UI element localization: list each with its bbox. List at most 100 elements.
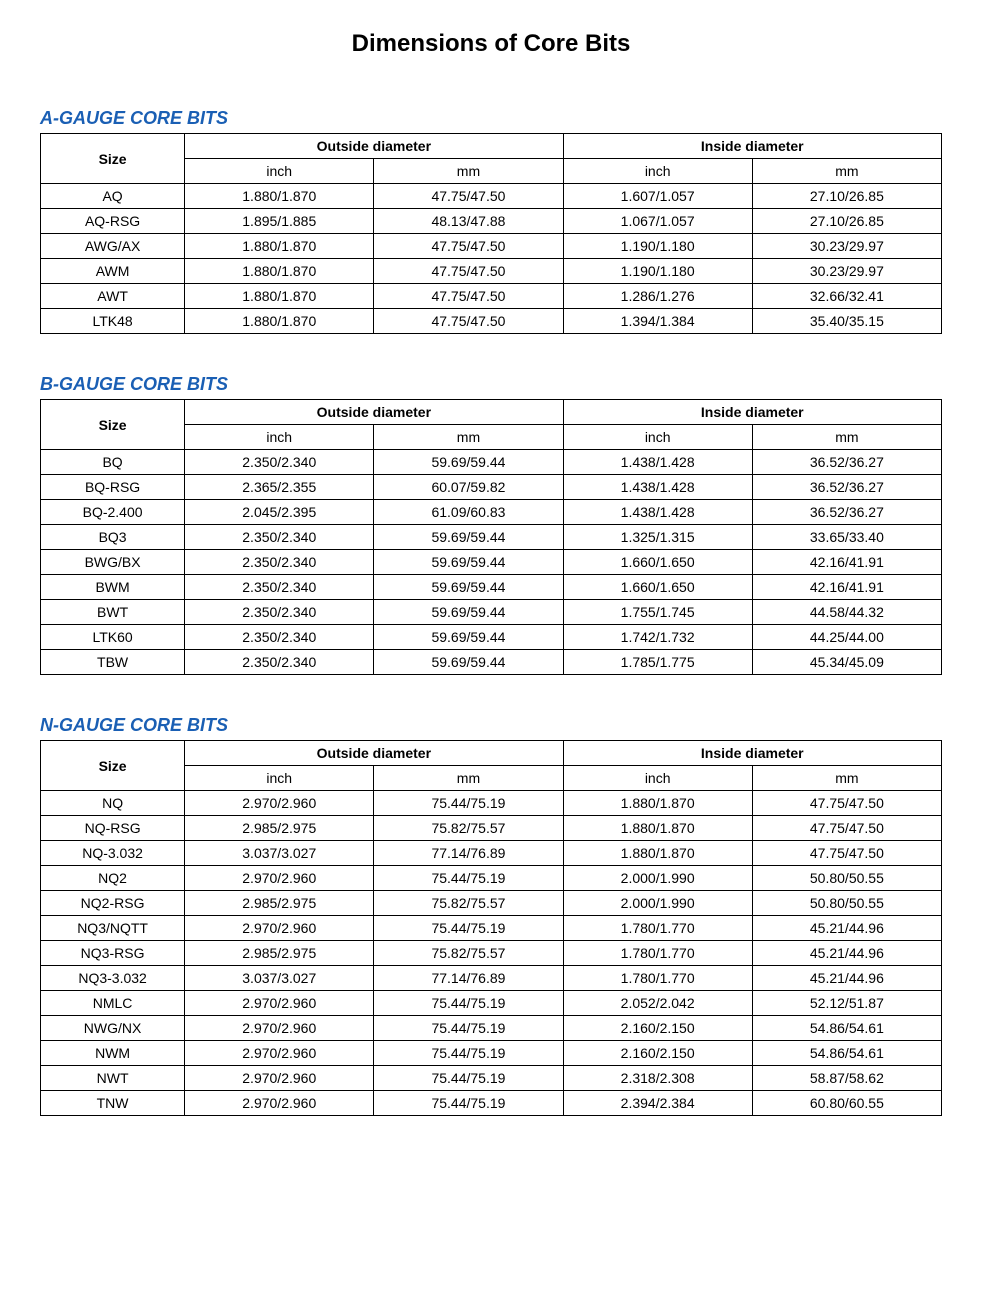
table-row: NQ2.970/2.96075.44/75.191.880/1.87047.75…: [41, 791, 942, 816]
table-row: BQ-RSG2.365/2.35560.07/59.821.438/1.4283…: [41, 475, 942, 500]
table-cell: LTK60: [41, 625, 185, 650]
table-cell: 2.970/2.960: [185, 1091, 374, 1116]
table-cell: 1.438/1.428: [563, 475, 752, 500]
table-cell: 1.190/1.180: [563, 234, 752, 259]
header-outside: Outside diameter: [185, 134, 563, 159]
table-cell: 1.438/1.428: [563, 500, 752, 525]
table-cell: 1.660/1.650: [563, 575, 752, 600]
table-row: AWM1.880/1.87047.75/47.501.190/1.18030.2…: [41, 259, 942, 284]
table-cell: 2.160/2.150: [563, 1016, 752, 1041]
header-unit: inch: [563, 159, 752, 184]
table-cell: 59.69/59.44: [374, 450, 563, 475]
table-row: TBW2.350/2.34059.69/59.441.785/1.77545.3…: [41, 650, 942, 675]
table-cell: 3.037/3.027: [185, 966, 374, 991]
table-cell: 2.350/2.340: [185, 650, 374, 675]
dimensions-table: SizeOutside diameterInside diameterinchm…: [40, 740, 942, 1116]
header-unit: mm: [374, 159, 563, 184]
table-cell: NQ3-3.032: [41, 966, 185, 991]
table-cell: 1.880/1.870: [563, 816, 752, 841]
header-outside: Outside diameter: [185, 741, 563, 766]
table-cell: 1.780/1.770: [563, 941, 752, 966]
table-cell: 2.970/2.960: [185, 1066, 374, 1091]
table-cell: 2.160/2.150: [563, 1041, 752, 1066]
table-cell: 2.350/2.340: [185, 525, 374, 550]
table-cell: 60.07/59.82: [374, 475, 563, 500]
table-cell: 1.325/1.315: [563, 525, 752, 550]
table-cell: LTK48: [41, 309, 185, 334]
table-cell: 75.82/75.57: [374, 816, 563, 841]
table-row: BWM2.350/2.34059.69/59.441.660/1.65042.1…: [41, 575, 942, 600]
table-cell: 45.21/44.96: [752, 966, 941, 991]
table-row: BWT2.350/2.34059.69/59.441.755/1.74544.5…: [41, 600, 942, 625]
header-inside: Inside diameter: [563, 400, 941, 425]
table-cell: 36.52/36.27: [752, 450, 941, 475]
table-cell: 2.970/2.960: [185, 791, 374, 816]
table-cell: 2.000/1.990: [563, 891, 752, 916]
table-row: BWG/BX2.350/2.34059.69/59.441.660/1.6504…: [41, 550, 942, 575]
table-cell: 2.350/2.340: [185, 550, 374, 575]
header-unit: mm: [752, 425, 941, 450]
table-cell: 75.44/75.19: [374, 1041, 563, 1066]
table-cell: AWT: [41, 284, 185, 309]
table-cell: NQ3-RSG: [41, 941, 185, 966]
table-row: NWM2.970/2.96075.44/75.192.160/2.15054.8…: [41, 1041, 942, 1066]
table-cell: NQ-RSG: [41, 816, 185, 841]
table-cell: NQ-3.032: [41, 841, 185, 866]
table-cell: 59.69/59.44: [374, 525, 563, 550]
table-cell: 75.82/75.57: [374, 941, 563, 966]
table-cell: 75.44/75.19: [374, 1066, 563, 1091]
table-row: NQ22.970/2.96075.44/75.192.000/1.99050.8…: [41, 866, 942, 891]
table-cell: 2.350/2.340: [185, 575, 374, 600]
table-cell: AWG/AX: [41, 234, 185, 259]
table-cell: 2.045/2.395: [185, 500, 374, 525]
table-cell: 1.755/1.745: [563, 600, 752, 625]
page-title: Dimensions of Core Bits: [40, 30, 942, 58]
table-row: LTK481.880/1.87047.75/47.501.394/1.38435…: [41, 309, 942, 334]
table-cell: 75.44/75.19: [374, 991, 563, 1016]
table-cell: 42.16/41.91: [752, 575, 941, 600]
table-cell: 45.34/45.09: [752, 650, 941, 675]
table-cell: TBW: [41, 650, 185, 675]
table-cell: 75.82/75.57: [374, 891, 563, 916]
table-cell: BQ-RSG: [41, 475, 185, 500]
header-unit: mm: [752, 766, 941, 791]
table-cell: 75.44/75.19: [374, 1091, 563, 1116]
table-cell: 1.780/1.770: [563, 966, 752, 991]
table-cell: 42.16/41.91: [752, 550, 941, 575]
table-cell: 36.52/36.27: [752, 475, 941, 500]
table-cell: 2.970/2.960: [185, 1041, 374, 1066]
table-row: AWG/AX1.880/1.87047.75/47.501.190/1.1803…: [41, 234, 942, 259]
table-cell: 27.10/26.85: [752, 209, 941, 234]
table-cell: 1.880/1.870: [563, 791, 752, 816]
table-cell: NWT: [41, 1066, 185, 1091]
table-cell: AQ: [41, 184, 185, 209]
header-size: Size: [41, 134, 185, 184]
table-cell: 27.10/26.85: [752, 184, 941, 209]
table-cell: 59.69/59.44: [374, 625, 563, 650]
sections-container: A-GAUGE CORE BITSSizeOutside diameterIns…: [40, 108, 942, 1116]
table-row: BQ2.350/2.34059.69/59.441.438/1.42836.52…: [41, 450, 942, 475]
table-cell: 2.970/2.960: [185, 991, 374, 1016]
header-inside: Inside diameter: [563, 134, 941, 159]
table-cell: 32.66/32.41: [752, 284, 941, 309]
table-cell: BQ-2.400: [41, 500, 185, 525]
table-cell: 1.785/1.775: [563, 650, 752, 675]
table-cell: 59.69/59.44: [374, 575, 563, 600]
table-cell: 1.880/1.870: [185, 234, 374, 259]
table-cell: NWM: [41, 1041, 185, 1066]
table-row: TNW2.970/2.96075.44/75.192.394/2.38460.8…: [41, 1091, 942, 1116]
table-cell: 44.58/44.32: [752, 600, 941, 625]
header-unit: mm: [752, 159, 941, 184]
table-row: BQ32.350/2.34059.69/59.441.325/1.31533.6…: [41, 525, 942, 550]
dimensions-table: SizeOutside diameterInside diameterinchm…: [40, 133, 942, 334]
table-cell: 59.69/59.44: [374, 550, 563, 575]
table-cell: 1.880/1.870: [185, 259, 374, 284]
dimensions-table: SizeOutside diameterInside diameterinchm…: [40, 399, 942, 675]
table-cell: 75.44/75.19: [374, 866, 563, 891]
table-row: AWT1.880/1.87047.75/47.501.286/1.27632.6…: [41, 284, 942, 309]
table-cell: 1.880/1.870: [185, 309, 374, 334]
table-cell: TNW: [41, 1091, 185, 1116]
table-cell: 45.21/44.96: [752, 916, 941, 941]
table-cell: 36.52/36.27: [752, 500, 941, 525]
table-cell: 2.970/2.960: [185, 866, 374, 891]
